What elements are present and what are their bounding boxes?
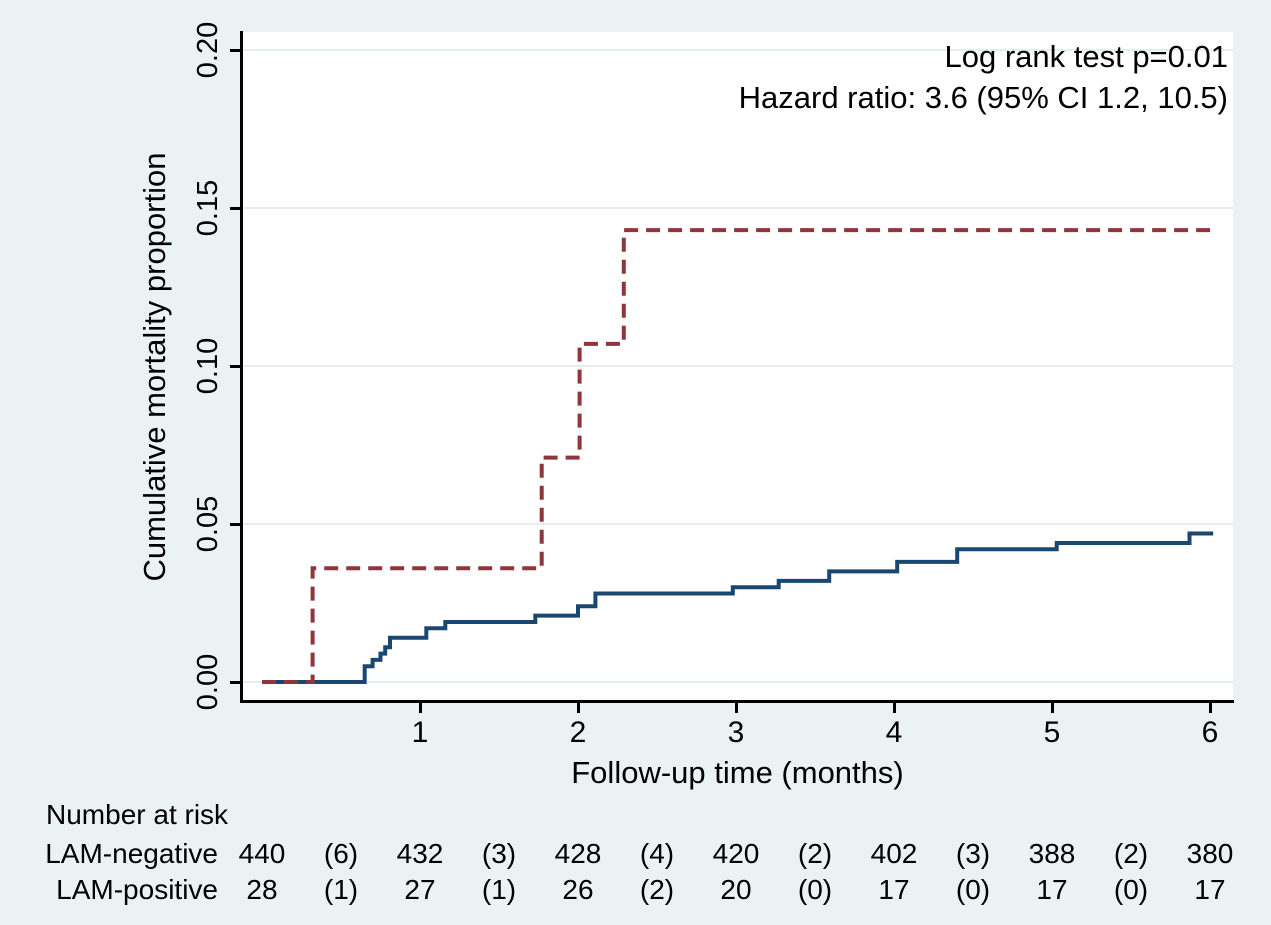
x-tick	[1208, 702, 1212, 713]
x-tick	[576, 702, 580, 713]
risk-value: 17	[878, 874, 910, 905]
risk-value: 388	[1028, 838, 1076, 869]
risk-value: (0)	[1113, 874, 1149, 905]
risk-value: (2)	[797, 838, 833, 869]
risk-table-title: Number at risk	[46, 799, 229, 830]
annotation-hazard-ratio: Hazard ratio: 3.6 (95% CI 1.2, 10.5)	[738, 80, 1228, 115]
y-tick-label: 0.15	[191, 179, 224, 237]
grid-line	[242, 49, 1233, 51]
x-tick-label: 5	[1043, 716, 1061, 749]
risk-value: (3)	[481, 838, 517, 869]
risk-value: (1)	[481, 874, 517, 905]
risk-value: (1)	[323, 874, 359, 905]
grid-line	[242, 523, 1233, 525]
risk-value: 20	[720, 874, 752, 905]
risk-value: (2)	[1113, 838, 1149, 869]
risk-value: 17	[1194, 874, 1226, 905]
x-tick-label: 4	[885, 716, 903, 749]
y-axis-title: Cumulative mortality proportion	[137, 152, 172, 582]
risk-row-label: LAM-positive	[56, 874, 218, 905]
y-tick-label: 0.05	[191, 495, 224, 553]
risk-value: 28	[246, 874, 278, 905]
y-tick-label: 0.10	[191, 337, 224, 395]
x-tick	[892, 702, 896, 713]
x-tick-label: 2	[569, 716, 587, 749]
risk-value: (6)	[323, 838, 359, 869]
y-tick	[230, 364, 242, 368]
x-axis-line	[240, 700, 1234, 703]
risk-value: (3)	[955, 838, 991, 869]
risk-value: 402	[870, 838, 918, 869]
risk-row-label: LAM-negative	[45, 838, 218, 869]
y-tick	[230, 206, 242, 210]
risk-value: 428	[554, 838, 602, 869]
x-tick-label: 1	[411, 716, 429, 749]
risk-value: 26	[562, 874, 594, 905]
y-tick-label: 0.00	[191, 653, 224, 711]
y-tick-label: 0.20	[191, 21, 224, 79]
x-axis-title: Follow-up time (months)	[571, 755, 904, 790]
grid-line	[242, 207, 1233, 209]
risk-value: (0)	[797, 874, 833, 905]
x-tick	[734, 702, 738, 713]
risk-value: (4)	[639, 838, 675, 869]
x-tick-label: 3	[727, 716, 745, 749]
risk-value: (0)	[955, 874, 991, 905]
annotation-log-rank: Log rank test p=0.01	[944, 39, 1228, 74]
annotation-block: Log rank test p=0.01 Hazard ratio: 3.6 (…	[739, 36, 1228, 118]
y-tick	[230, 48, 242, 52]
grid-line	[242, 681, 1233, 683]
risk-value: (2)	[639, 874, 675, 905]
risk-value: 432	[396, 838, 444, 869]
y-tick	[230, 680, 242, 684]
x-tick	[418, 702, 422, 713]
x-tick	[1050, 702, 1054, 713]
y-tick	[230, 522, 242, 526]
risk-value: 17	[1036, 874, 1068, 905]
risk-value: 380	[1186, 838, 1234, 869]
risk-value: 27	[404, 874, 436, 905]
risk-value: 440	[238, 838, 286, 869]
risk-value: 420	[712, 838, 760, 869]
grid-line	[242, 365, 1233, 367]
x-tick-label: 6	[1201, 716, 1219, 749]
